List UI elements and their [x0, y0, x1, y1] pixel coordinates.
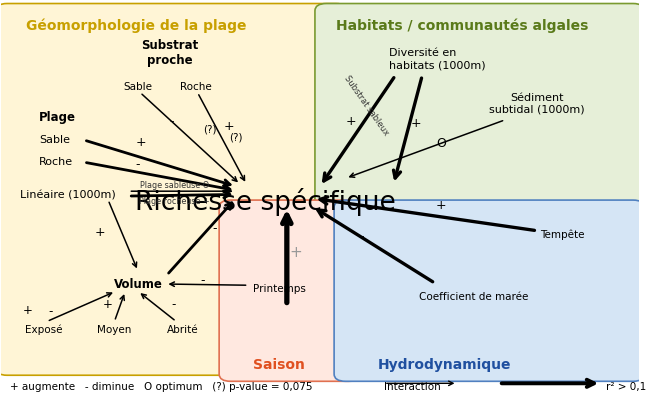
Text: r² > 0,1: r² > 0,1: [606, 382, 646, 392]
Text: Sable: Sable: [39, 135, 70, 145]
Text: +: +: [290, 245, 302, 260]
Text: Sable: Sable: [124, 83, 152, 92]
Text: Plage sableuse O: Plage sableuse O: [140, 181, 209, 190]
Text: Linéaire (1000m): Linéaire (1000m): [20, 190, 116, 200]
Text: + augmente   - diminue   O optimum   (?) p-value = 0,075: + augmente - diminue O optimum (?) p-val…: [10, 382, 313, 392]
Text: Coefficient de marée: Coefficient de marée: [419, 292, 528, 303]
Text: Plage rocheuse +: Plage rocheuse +: [139, 197, 210, 206]
Text: +: +: [224, 120, 235, 133]
Text: Printemps: Printemps: [253, 284, 306, 294]
Text: Plage: Plage: [39, 111, 76, 124]
Text: -: -: [213, 222, 217, 235]
Text: Exposé: Exposé: [26, 324, 63, 335]
Text: Géomorphologie de la plage: Géomorphologie de la plage: [26, 19, 247, 33]
Text: +: +: [23, 304, 33, 317]
Text: +: +: [411, 117, 421, 130]
Text: +: +: [345, 115, 356, 128]
Text: Abrité: Abrité: [167, 325, 199, 335]
Text: -: -: [200, 274, 205, 287]
Text: +: +: [436, 199, 447, 212]
FancyBboxPatch shape: [315, 4, 645, 216]
Text: -: -: [136, 158, 140, 171]
Text: (?): (?): [229, 133, 243, 143]
Text: Volume: Volume: [114, 277, 162, 290]
Text: +: +: [103, 298, 112, 311]
Text: Diversité en
habitats (1000m): Diversité en habitats (1000m): [389, 49, 486, 70]
Text: Interaction: Interaction: [384, 382, 441, 392]
Text: Moyen: Moyen: [97, 325, 131, 335]
FancyBboxPatch shape: [219, 200, 360, 381]
Text: +: +: [94, 226, 105, 239]
Text: Substrat
proche: Substrat proche: [141, 39, 199, 67]
Text: -: -: [169, 115, 174, 128]
Text: Tempête: Tempête: [540, 230, 585, 240]
Text: Roche: Roche: [39, 157, 73, 167]
Text: Substrat sableux: Substrat sableux: [342, 74, 390, 137]
Text: Sédiment
subtidal (1000m): Sédiment subtidal (1000m): [489, 93, 585, 115]
FancyBboxPatch shape: [0, 4, 347, 375]
Text: -: -: [171, 298, 175, 311]
Text: Roche: Roche: [180, 83, 211, 92]
Text: Hydrodynamique: Hydrodynamique: [377, 358, 511, 372]
Text: Saison: Saison: [253, 358, 305, 372]
Text: O: O: [436, 137, 446, 151]
Text: -: -: [359, 230, 364, 243]
Text: +: +: [136, 136, 146, 149]
Text: (?): (?): [203, 125, 217, 135]
FancyBboxPatch shape: [334, 200, 645, 381]
Text: -: -: [48, 305, 53, 318]
Text: Richesse spécifique: Richesse spécifique: [135, 188, 396, 216]
Text: Habitats / communautés algales: Habitats / communautés algales: [336, 19, 589, 33]
